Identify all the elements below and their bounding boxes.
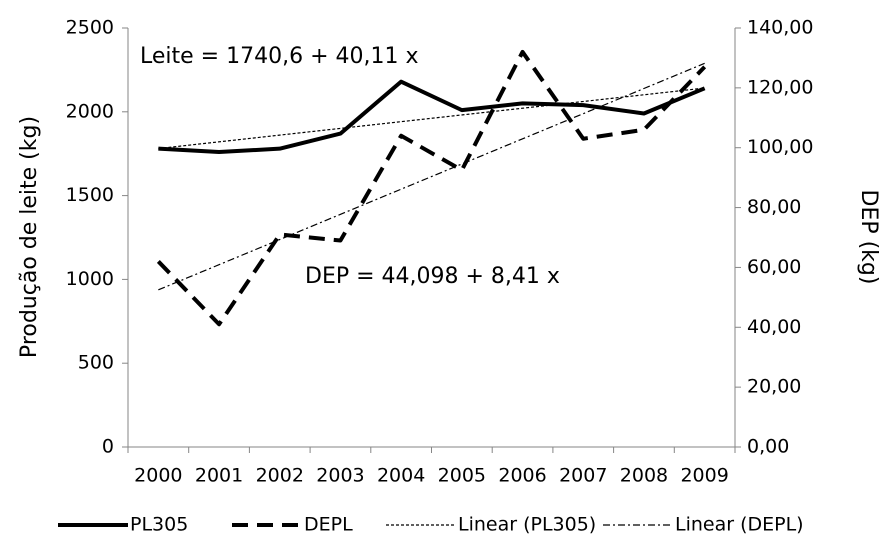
- x-tick-label: 2001: [195, 465, 243, 487]
- trend-line: [158, 87, 705, 150]
- y-tick-label: 1500: [66, 184, 114, 206]
- y2-tick-label: 20,00: [747, 376, 801, 398]
- x-tick-label: 2003: [316, 465, 364, 487]
- y2-axis-title: DEP (kg): [856, 190, 881, 285]
- x-tick-label: 2005: [438, 465, 486, 487]
- y-tick-label: 2000: [66, 100, 114, 122]
- y2-tick-label: 40,00: [747, 316, 801, 338]
- series-line: [158, 79, 706, 155]
- y2-tick-label: 0,00: [747, 436, 789, 458]
- y-tick-label: 500: [78, 352, 114, 374]
- y2-tick-label: 140,00: [747, 17, 813, 39]
- x-tick-label: 2008: [620, 465, 668, 487]
- x-tick-label: 2009: [680, 465, 728, 487]
- y2-tick-label: 80,00: [747, 196, 801, 218]
- x-tick-label: 2006: [498, 465, 546, 487]
- x-tick-label: 2004: [377, 465, 425, 487]
- legend-label: DEPL: [304, 514, 353, 536]
- trend-line: [158, 62, 705, 291]
- x-tick-label: 2007: [559, 465, 607, 487]
- y-tick-label: 1000: [66, 268, 114, 290]
- legend-label: Linear (PL305): [458, 514, 596, 536]
- annotation: DEP = 44,098 + 8,41 x: [305, 264, 560, 289]
- x-tick-label: 2002: [256, 465, 304, 487]
- y2-tick-label: 60,00: [747, 256, 801, 278]
- y-axis-title: Produção de leite (kg): [17, 116, 42, 358]
- legend-label: PL305: [130, 514, 188, 536]
- y-tick-label: 2500: [66, 17, 114, 39]
- legend-label: Linear (DEPL): [675, 514, 804, 536]
- x-tick-label: 2000: [134, 465, 182, 487]
- y2-tick-label: 100,00: [747, 136, 813, 158]
- annotation: Leite = 1740,6 + 40,11 x: [140, 44, 419, 69]
- y2-tick-label: 120,00: [747, 76, 813, 98]
- y-tick-label: 0: [102, 436, 114, 458]
- series-line: [156, 49, 707, 327]
